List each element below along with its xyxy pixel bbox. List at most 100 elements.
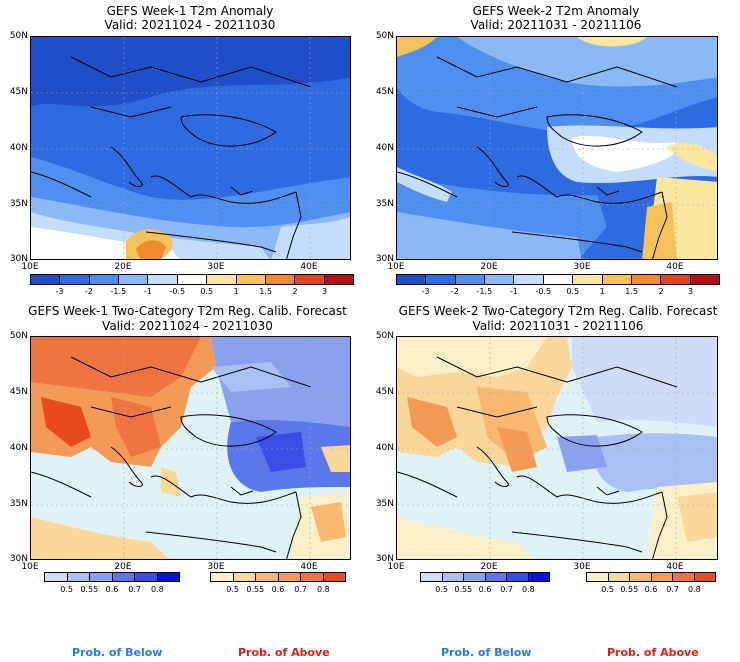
- lon-label: 10E: [387, 562, 405, 572]
- lon-label: 20E: [114, 262, 132, 272]
- colorbar-swatch: [211, 573, 234, 581]
- colorbar-tick-label: 0.7: [500, 585, 514, 594]
- lon-label: 20E: [480, 562, 498, 572]
- lon-label: 30E: [207, 562, 225, 572]
- colorbar-tick-label: 0.6: [105, 585, 119, 594]
- colorbar-swatch: [157, 573, 179, 581]
- colorbar-swatch: [256, 573, 279, 581]
- lat-label: 35N: [375, 199, 394, 209]
- prob-below-label: Prob. of Below: [72, 646, 163, 659]
- colorbar-swatch: [45, 573, 68, 581]
- colorbar-swatch: [587, 573, 609, 581]
- colorbar-swatch: [233, 573, 256, 581]
- colorbar-swatch: [119, 275, 149, 284]
- colorbar-swatch: [507, 573, 529, 581]
- lat-label: 50N: [9, 31, 28, 41]
- lon-label: 10E: [21, 562, 39, 572]
- colorbar-swatch: [442, 573, 464, 581]
- colorbar-tick-label: -1: [509, 287, 518, 296]
- lat-label: 40N: [9, 143, 28, 153]
- above-colorbar: [210, 572, 346, 582]
- colorbar-tick-label: -0.5: [169, 287, 186, 296]
- lat-label: 30N: [9, 554, 28, 564]
- anomaly-colorbar: [30, 274, 354, 285]
- lon-label: 40E: [300, 562, 318, 572]
- lat-label: 45N: [375, 87, 394, 97]
- lon-label: 30E: [573, 562, 591, 572]
- colorbar-swatch: [514, 275, 544, 284]
- lat-label: 45N: [9, 387, 28, 397]
- colorbar-tick-label: 0.5: [435, 585, 449, 594]
- colorbar-tick-label: 0.6: [644, 585, 658, 594]
- colorbar-swatch: [485, 275, 515, 284]
- anomaly-map: [396, 36, 718, 260]
- colorbar-tick-label: 3: [321, 287, 328, 296]
- lat-label: 30N: [375, 254, 394, 264]
- panel-valid-dates: Valid: 20211031 - 20211106: [470, 18, 642, 32]
- colorbar-tick-label: 1.5: [625, 287, 638, 296]
- lat-label: 40N: [375, 143, 394, 153]
- lat-label: 50N: [375, 31, 394, 41]
- lon-label: 30E: [207, 262, 225, 272]
- colorbar-swatch: [421, 573, 443, 581]
- colorbar-swatch: [265, 275, 296, 284]
- colorbar-swatch: [67, 573, 90, 581]
- colorbar-swatch: [631, 275, 662, 284]
- below-colorbar: [420, 572, 550, 582]
- lat-label: 40N: [9, 443, 28, 453]
- lon-label: 40E: [666, 262, 684, 272]
- colorbar-tick-label: 3: [687, 287, 694, 296]
- lon-label: 10E: [21, 262, 39, 272]
- colorbar-tick-label: 0.8: [687, 585, 701, 594]
- anomaly-map: [30, 36, 351, 260]
- colorbar-swatch: [573, 275, 603, 284]
- colorbar-tick-label: 0.55: [620, 585, 639, 594]
- colorbar-swatch: [278, 573, 301, 581]
- colorbar-swatch: [651, 573, 673, 581]
- colorbar-tick-label: 1.5: [259, 287, 272, 296]
- colorbar-swatch: [543, 275, 574, 284]
- lon-label: 40E: [300, 262, 318, 272]
- colorbar-tick-label: -2: [84, 287, 93, 296]
- lat-label: 30N: [9, 254, 28, 264]
- colorbar-swatch: [661, 275, 691, 284]
- colorbar-swatch: [207, 275, 237, 284]
- colorbar-tick-label: 0.5: [200, 287, 214, 296]
- colorbar-tick-label: -3: [55, 287, 64, 296]
- colorbar-tick-label: 0.6: [271, 585, 285, 594]
- colorbar-swatch: [528, 573, 549, 581]
- lat-label: 30N: [375, 554, 394, 564]
- prob-below-label: Prob. of Below: [441, 646, 532, 659]
- colorbar-tick-label: 0.7: [294, 585, 308, 594]
- colorbar-swatch: [630, 573, 652, 581]
- colorbar-swatch: [694, 573, 715, 581]
- lat-label: 50N: [375, 331, 394, 341]
- prob-above-label: Prob. of Above: [607, 646, 699, 659]
- colorbar-swatch: [464, 573, 486, 581]
- colorbar-tick-label: 0.5: [601, 585, 615, 594]
- lon-label: 30E: [573, 262, 591, 272]
- colorbar-tick-label: -0.5: [535, 287, 552, 296]
- lat-label: 45N: [9, 87, 28, 97]
- colorbar-tick-label: 0.5: [60, 585, 74, 594]
- panel-title: GEFS Week-1 T2m Anomaly: [106, 4, 274, 18]
- lat-label: 35N: [375, 499, 394, 509]
- prob-above-label: Prob. of Above: [238, 646, 330, 659]
- colorbar-swatch: [673, 573, 695, 581]
- colorbar-swatch: [397, 275, 427, 284]
- anomaly-colorbar: [396, 274, 720, 285]
- colorbar-swatch: [148, 275, 178, 284]
- colorbar-tick-label: 0.55: [454, 585, 473, 594]
- colorbar-swatch: [60, 275, 90, 284]
- colorbar-tick-label: 0.5: [226, 585, 240, 594]
- panel-valid-dates: Valid: 20211024 - 20211030: [102, 319, 273, 333]
- colorbar-swatch: [89, 275, 120, 284]
- colorbar-swatch: [301, 573, 324, 581]
- colorbar-swatch: [112, 573, 135, 581]
- panel-title: GEFS Week-1 Two-Category T2m Reg. Calib.…: [28, 304, 347, 318]
- panel-valid-dates: Valid: 20211031 - 20211106: [472, 319, 644, 333]
- colorbar-swatch: [31, 275, 61, 284]
- colorbar-tick-label: 2: [292, 287, 298, 296]
- lat-label: 35N: [9, 199, 28, 209]
- colorbar-swatch: [485, 573, 507, 581]
